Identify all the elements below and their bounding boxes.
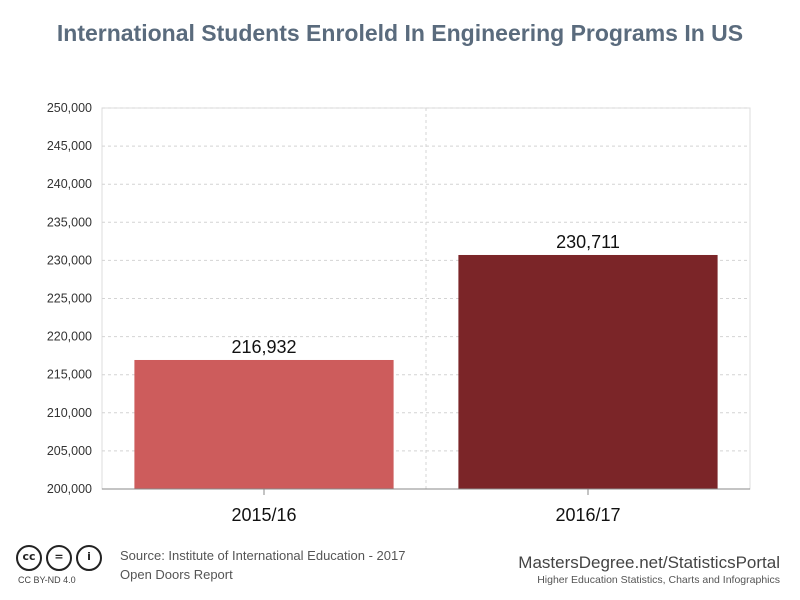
y-tick-label: 240,000: [47, 177, 92, 191]
license-badge: cc = i CC BY-ND 4.0: [16, 545, 102, 585]
cc-icon: cc: [16, 545, 42, 571]
data-label: 216,932: [231, 337, 296, 357]
source-note: Source: Institute of International Educa…: [120, 546, 405, 584]
brand-tagline: Higher Education Statistics, Charts and …: [537, 574, 780, 586]
source-line-2: Open Doors Report: [120, 567, 233, 582]
data-label: 230,711: [556, 232, 620, 252]
y-tick-label: 250,000: [47, 101, 92, 115]
license-text: CC BY-ND 4.0: [18, 575, 76, 585]
bar: [458, 254, 718, 489]
bar-chart: 200,000 205,000 210,000 215,000 220,000 225,0…: [47, 101, 751, 525]
y-tick-label: 210,000: [47, 406, 92, 420]
y-tick-label: 215,000: [47, 368, 92, 382]
y-tick-label: 230,000: [47, 253, 92, 267]
y-tick-label: 200,000: [47, 482, 92, 496]
nd-icon: =: [46, 545, 72, 571]
y-tick-label: 225,000: [47, 292, 92, 306]
y-tick-label: 245,000: [47, 139, 92, 153]
y-tick-label: 205,000: [47, 444, 92, 458]
chart-title: International Students Enroleld In Engin…: [56, 20, 744, 46]
x-tick-label: 2016/17: [555, 505, 620, 525]
bar: [134, 359, 394, 489]
by-icon: i: [76, 545, 102, 571]
y-tick-label: 220,000: [47, 330, 92, 344]
source-line-1: Source: Institute of International Educa…: [120, 548, 406, 563]
x-tick-label: 2015/16: [231, 505, 296, 525]
brand-name[interactable]: MastersDegree.net/StatisticsPortal: [518, 553, 780, 572]
brand-block[interactable]: MastersDegree.net/StatisticsPortal Highe…: [518, 553, 780, 586]
y-tick-label: 235,000: [47, 215, 92, 229]
